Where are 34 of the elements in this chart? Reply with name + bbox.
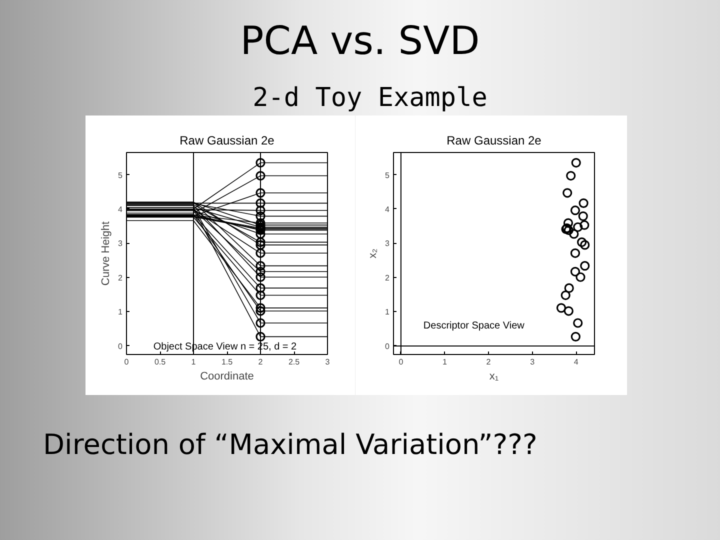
y-axis-title: x₂	[367, 248, 380, 258]
x-axis-title: x₁	[489, 370, 499, 382]
text: PCA vs. SVD	[239, 18, 481, 66]
y-tick-label: 5	[118, 170, 124, 180]
y-tick-label: 2	[118, 273, 124, 282]
x-tick-label: 4	[574, 358, 579, 366]
y-tick-label: 1	[385, 308, 390, 317]
x-tick-label: 0.5	[154, 358, 166, 366]
y-tick-label: 1	[118, 308, 124, 317]
x-tick-label: 1	[191, 358, 196, 366]
x-tick-label: 1.5	[221, 358, 234, 366]
text: Direction of “Maximal Variation”???	[43, 427, 538, 463]
annotation: Descriptor Space View	[423, 320, 526, 332]
y-tick-label: 3	[118, 239, 124, 248]
x-tick-label: 2	[258, 358, 264, 366]
x-tick-label: 2	[486, 358, 492, 366]
x-tick-label: 3	[530, 358, 536, 366]
y-tick-label: 3	[385, 239, 390, 248]
chart-title: Raw Gaussian 2e	[446, 134, 542, 148]
y-tick-label: 5	[385, 170, 390, 180]
y-axis-title: Curve Height	[100, 221, 112, 286]
y-tick-label: 4	[385, 204, 390, 214]
x-tick-label: 2.5	[288, 358, 300, 366]
chart-title: Raw Gaussian 2e	[180, 134, 275, 148]
y-tick-label: 2	[385, 273, 390, 282]
x-tick-label: 3	[325, 358, 330, 366]
x-tick-label: 0	[124, 358, 130, 366]
y-tick-label: 0	[118, 342, 124, 351]
y-tick-label: 0	[385, 342, 390, 351]
y-tick-label: 4	[118, 204, 124, 214]
x-axis-title: Coordinate	[200, 370, 254, 382]
text: 2-d Toy Example	[252, 82, 488, 115]
x-tick-label: 1	[442, 358, 448, 366]
x-tick-label: 0	[398, 358, 404, 366]
